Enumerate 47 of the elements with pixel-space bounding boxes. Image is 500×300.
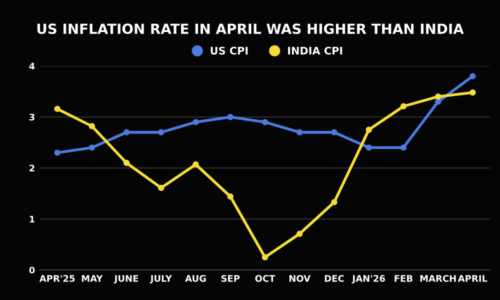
- point: [123, 129, 130, 136]
- x-tick-label: APRIL: [458, 275, 488, 282]
- x-tick-label: JUNE: [114, 275, 138, 284]
- point: [227, 114, 234, 120]
- point: [331, 129, 338, 136]
- y-tick-label: 0: [29, 266, 35, 274]
- point: [400, 103, 407, 110]
- x-tick-label: JULY: [150, 275, 172, 284]
- x-tick-label: APR'25: [39, 275, 75, 282]
- x-tick-label: NOV: [289, 275, 311, 282]
- point: [366, 126, 372, 133]
- y-tick-label: 1: [30, 216, 35, 222]
- point: [88, 144, 96, 151]
- y-tick-label: 4: [29, 62, 35, 70]
- legend-label: INDIA CPI: [288, 46, 342, 55]
- point: [158, 184, 164, 192]
- point: [262, 254, 268, 260]
- point: [54, 150, 60, 156]
- point: [470, 89, 476, 96]
- x-tick-label: JAN'26: [352, 275, 385, 284]
- point: [331, 199, 338, 206]
- point: [192, 161, 199, 168]
- point: [54, 106, 60, 112]
- x-tick-label: FEB: [394, 275, 412, 282]
- chart-title: US INFLATION RATE IN APRIL WAS HIGHER THAN INDIA: [37, 24, 464, 34]
- point: [123, 160, 130, 166]
- point: [434, 93, 442, 100]
- x-tick-label: DEC: [324, 275, 344, 282]
- point: [262, 118, 268, 126]
- x-tick-label: MARCH: [420, 275, 456, 282]
- y-tick-label: 3: [29, 114, 34, 121]
- point: [470, 73, 476, 80]
- point: [88, 123, 96, 130]
- point: [434, 98, 442, 105]
- y-tick-label: 2: [30, 164, 34, 172]
- point: [296, 129, 303, 136]
- legend-label: US CPI: [210, 46, 248, 55]
- point: [158, 129, 164, 136]
- point: [400, 144, 407, 151]
- point: [227, 193, 234, 200]
- point: [192, 118, 199, 126]
- x-tick-label: AUG: [185, 275, 206, 282]
- point: [296, 230, 303, 237]
- point: [366, 144, 372, 151]
- x-tick-label: MAY: [82, 275, 103, 282]
- x-tick-label: SEP: [221, 275, 240, 282]
- x-tick-label: OCT: [255, 275, 276, 282]
